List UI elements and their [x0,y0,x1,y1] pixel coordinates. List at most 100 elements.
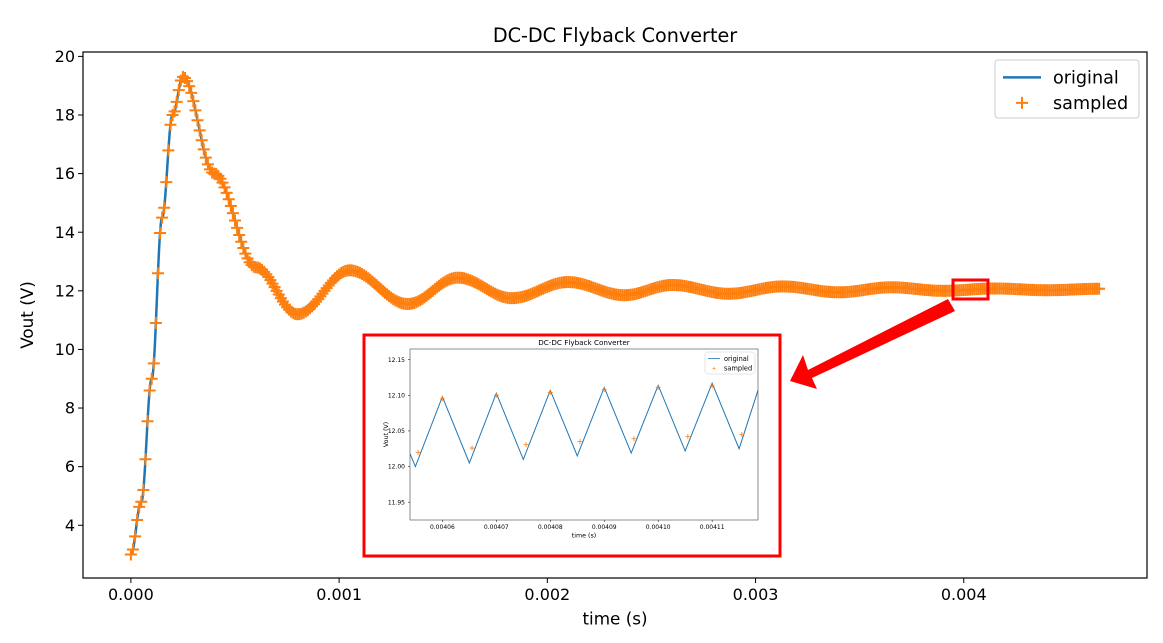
arrow-annotation [790,299,955,389]
x-tick-label: 0.004 [941,585,987,604]
x-axis-label: time (s) [582,609,647,629]
y-tick-label: 12.00 [388,464,405,471]
sampled-marker [181,75,194,88]
legend-sampled-swatch [712,366,716,370]
sampled-marker [160,176,173,189]
x-tick-label: 0.003 [733,585,779,604]
sampled-marker [129,530,142,543]
sampled-marker [133,500,146,513]
sampled-marker [229,214,241,227]
x-tick-label: 0.001 [316,585,362,604]
y-tick-label: 8 [65,399,75,418]
sampled-marker [172,84,185,97]
sampled-marker [1093,282,1106,295]
x-tick-label: 0.002 [524,585,570,604]
sampled-marker [547,389,553,395]
y-tick-label: 12 [55,281,75,300]
sampled-marker [126,543,139,556]
axes-frame [409,348,759,521]
sampled-marker [739,432,745,437]
sampled-marker [141,415,154,428]
sampled-marker [439,396,445,402]
inset-plot: 0.00406 0.00407 0.00408 0.00409 0.00410 0.004… [383,338,759,540]
x-tick-label: 0.00408 [538,524,563,531]
sampled-marker [199,151,212,164]
sampled-marker [189,104,202,117]
sampled-marker [193,124,206,137]
y-axis-label: Vout (V) [383,422,390,447]
sampled-marker [493,392,499,398]
y-tick-label: 10 [55,340,75,359]
sampled-marker [197,143,210,156]
y-tick-label: 4 [65,516,75,535]
sampled-marker [577,439,583,445]
sampled-marker [183,80,196,93]
sampled-marker [218,181,231,194]
sampled-marker [220,186,233,199]
sampled-marker [156,211,169,224]
x-tick-label: 0.000 [108,585,154,604]
sampled-marker [195,134,208,147]
x-tick-label: 0.00410 [646,524,671,531]
y-tick-label: 6 [65,457,75,476]
axes-frame [82,51,1148,579]
sampled-marker [149,317,162,330]
y-tick-label: 16 [55,164,75,183]
sampled-marker [631,436,637,442]
sampled-marker [164,118,177,131]
y-axis-label: Vout (V) [17,281,37,349]
sampled-marker [131,514,144,527]
sampled-marker [233,228,246,241]
legend-sampled-label: sampled [724,365,752,373]
chart-title: DC-DC Flyback Converter [493,24,737,47]
sampled-marker [151,267,164,280]
sampled-marker [222,193,235,206]
sampled-marker [168,105,181,118]
y-tick-label: 18 [55,106,75,125]
sampled-marker [685,434,691,440]
sampled-marker [137,484,150,497]
sampled-marker [158,201,171,214]
sampled-marker [235,235,248,248]
zoom-region-highlight [951,278,990,301]
legend-sampled-label: sampled [1053,94,1128,114]
x-tick-label: 0.00407 [484,524,509,531]
sampled-marker [147,357,160,370]
x-tick-label: 0.00406 [430,524,455,531]
sampled-marker [124,548,137,561]
sampled-marker [187,95,200,108]
sampled-marker [709,383,715,389]
x-tick-label: 0.00411 [700,524,725,531]
sampled-marker [145,372,158,385]
sampled-marker [237,242,250,255]
sampled-marker [201,158,214,171]
sampled-marker [224,200,237,213]
legend-box [704,351,756,375]
x-axis-label: time (s) [572,533,596,540]
sampled-marker [185,86,198,99]
sampled-marker [154,226,167,239]
y-tick-label: 12.05 [388,428,405,435]
sampled-marker [231,221,244,234]
sampled-marker [212,169,225,182]
sampled-marker [655,384,661,390]
x-tick-label: 0.00409 [592,524,617,531]
sampled-marker [162,144,175,157]
sampled-marker [139,453,152,466]
y-tick-label: 14 [55,223,75,242]
legend-original-label: original [724,355,749,363]
sampled-marker [170,95,183,108]
sampled-marker [601,387,607,393]
legend-box [994,59,1140,119]
y-tick-label: 20 [55,47,75,66]
series-original-line [410,381,758,468]
main-plot: 0.000 0.001 0.002 0.003 0.004 4 6 8 10 12 14 16 18 20… [17,24,1148,629]
sampled-marker [135,495,148,508]
sampled-marker [191,114,204,127]
legend-sampled-swatch [1016,96,1028,109]
sampled-marker [415,449,421,455]
sampled-marker [143,384,156,397]
sampled-marker [523,441,529,447]
